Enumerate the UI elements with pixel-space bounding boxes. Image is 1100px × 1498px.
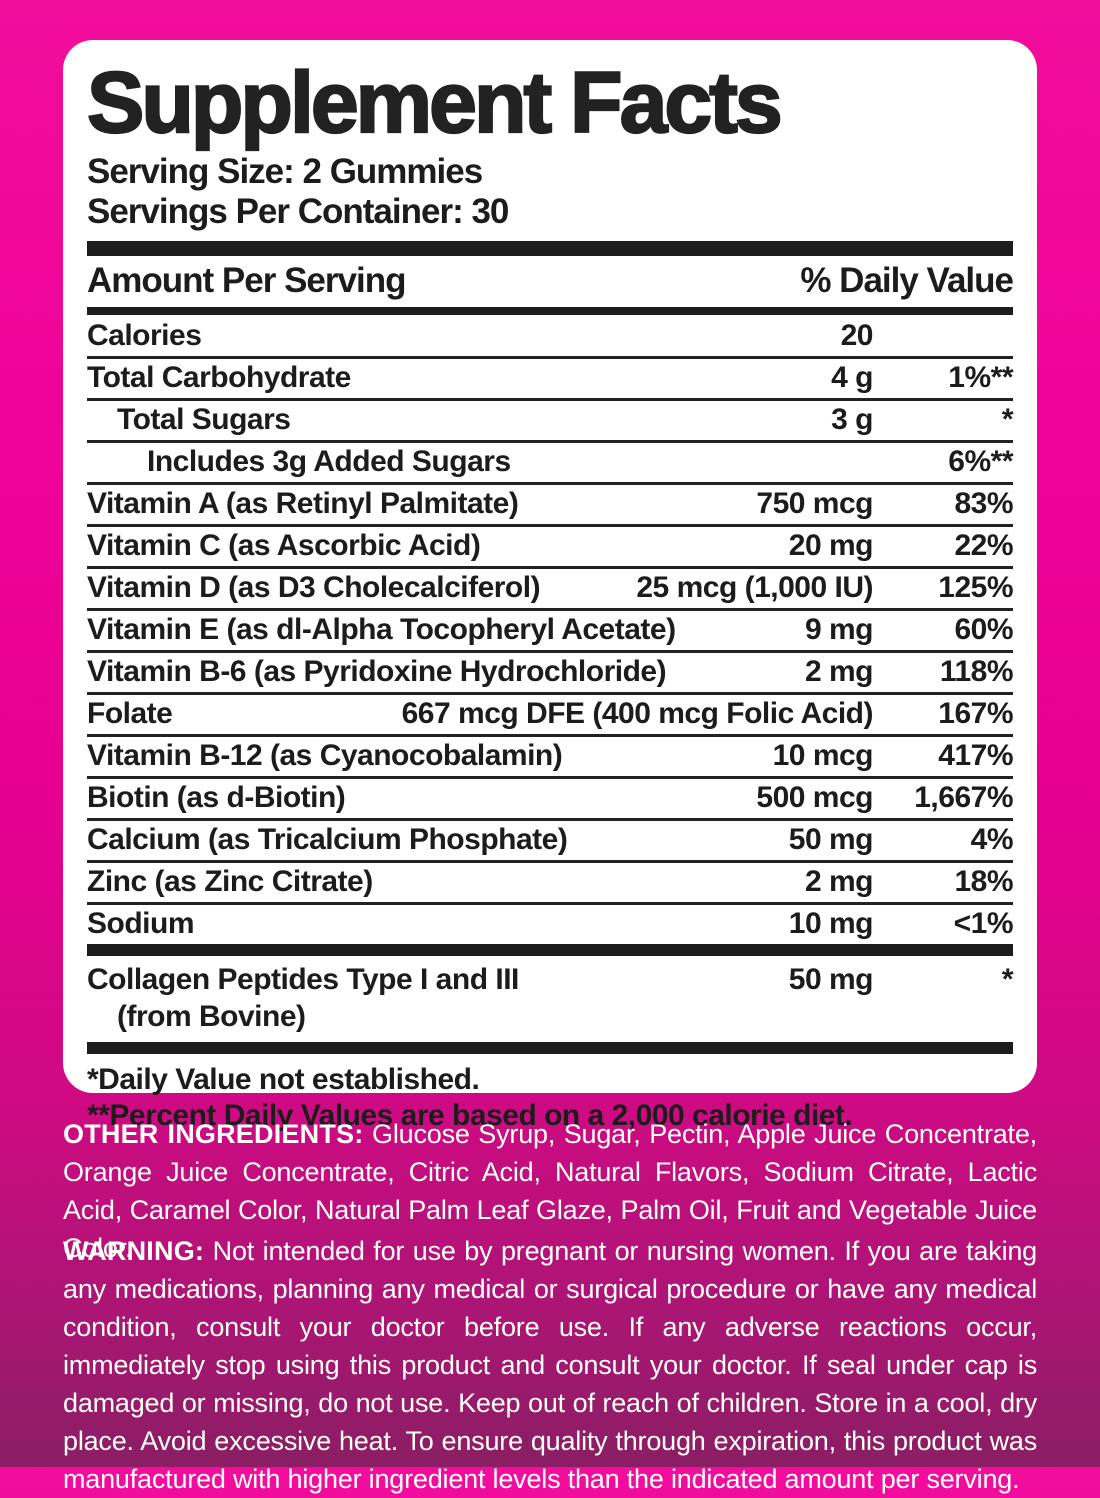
warning-paragraph: WARNING: Not intended for use by pregnan…	[63, 1232, 1037, 1498]
supplement-facts-title: Supplement Facts	[86, 55, 784, 151]
table-row: Vitamin D (as D3 Cholecalciferol) 25 mcg…	[87, 566, 1014, 608]
nutrient-name: Vitamin B-12 (as Cyanocobalamin)	[87, 739, 563, 772]
footnote: **Percent Daily Values are based on a 2,…	[87, 1099, 853, 1132]
nutrient-name: Calories	[87, 319, 202, 352]
table-row: Folate 667 mcg DFE (400 mcg Folic Acid) …	[87, 692, 1014, 734]
amount-per-serving-label: Amount Per Serving	[87, 261, 406, 300]
other-ingredients-paragraph: OTHER INGREDIENTS: Glucose Syrup, Sugar,…	[63, 1115, 1037, 1267]
footnote: *Daily Value not established.	[87, 1063, 480, 1096]
nutrient-amount: 2 mg	[804, 655, 874, 688]
label-background: Supplement Facts Serving Size: 2 Gummies…	[63, 40, 1037, 1267]
nutrient-amount: 500 mcg	[756, 781, 873, 814]
nutrient-table: Calories 20 Total Carbohydrate 4 g 1%** …	[87, 315, 1014, 944]
nutrient-amount: 667 mcg DFE (400 mcg Folic Acid)	[401, 697, 874, 730]
nutrient-amount: 10 mg	[788, 907, 874, 940]
nutrient-name: Includes 3g Added Sugars	[147, 445, 511, 478]
table-row: Biotin (as d-Biotin) 500 mcg 1,667%	[87, 776, 1014, 818]
nutrient-amount: 9 mg	[804, 613, 874, 646]
nutrient-daily-value: 1,667%	[914, 781, 1013, 814]
nutrient-daily-value: *	[1001, 403, 1014, 436]
nutrient-daily-value: 18%	[954, 865, 1013, 898]
nutrient-daily-value: 60%	[954, 613, 1013, 646]
divider-medium	[87, 307, 1013, 315]
nutrient-amount: 20 mg	[788, 529, 874, 562]
nutrient-name: Zinc (as Zinc Citrate)	[87, 865, 373, 898]
nutrient-daily-value: 417%	[938, 739, 1013, 772]
nutrient-daily-value: 83%	[954, 487, 1013, 520]
nutrient-name: Vitamin E (as dl-Alpha Tocopheryl Acetat…	[87, 613, 676, 646]
table-row: Total Sugars 3 g *	[87, 398, 1014, 440]
warning-text: Not intended for use by pregnant or nurs…	[63, 1236, 1037, 1494]
nutrient-name: Vitamin D (as D3 Cholecalciferol)	[87, 571, 541, 604]
footnotes: *Daily Value not established. **Percent …	[87, 1054, 1013, 1134]
table-row: Vitamin B-6 (as Pyridoxine Hydrochloride…	[87, 650, 1014, 692]
nutrient-daily-value: <1%	[953, 907, 1014, 940]
nutrient-name: Biotin (as d-Biotin)	[87, 781, 346, 814]
nutrient-daily-value: 125%	[938, 571, 1013, 604]
supplement-facts-panel: Supplement Facts Serving Size: 2 Gummies…	[63, 40, 1037, 1132]
table-row: Calories 20	[87, 315, 1013, 356]
nutrient-amount: 2 mg	[804, 865, 874, 898]
nutrient-amount: 750 mcg	[756, 487, 873, 520]
divider-thick-collagen-bottom	[87, 1042, 1013, 1054]
other-ingredients-text: Glucose Syrup, Sugar, Pectin, Apple Juic…	[63, 1119, 1037, 1263]
table-row: Vitamin E (as dl-Alpha Tocopheryl Acetat…	[87, 608, 1014, 650]
nutrient-daily-value: 167%	[938, 697, 1013, 730]
divider-thick-top	[87, 241, 1013, 256]
nutrient-daily-value: 118%	[939, 655, 1014, 688]
nutrient-name: Vitamin A (as Retinyl Palmitate)	[87, 487, 519, 520]
table-row: Includes 3g Added Sugars 6%**	[87, 440, 1014, 482]
table-row: Total Carbohydrate 4 g 1%**	[87, 356, 1014, 398]
table-row: Vitamin A (as Retinyl Palmitate) 750 mcg…	[87, 482, 1014, 524]
nutrient-name: Vitamin C (as Ascorbic Acid)	[87, 529, 481, 562]
divider-thick-collagen-top	[87, 944, 1013, 956]
nutrient-amount: 25 mcg (1,000 IU)	[636, 571, 873, 604]
nutrient-name: Collagen Peptides Type I and III (from B…	[87, 961, 789, 1035]
daily-value-label: % Daily Value	[800, 261, 1014, 300]
nutrient-daily-value: 4%	[970, 823, 1014, 856]
servings-per-container: Servings Per Container: 30	[87, 192, 509, 231]
table-row: Sodium 10 mg <1%	[87, 902, 1014, 944]
table-row: Zinc (as Zinc Citrate) 2 mg 18%	[87, 860, 1014, 902]
nutrient-name: Vitamin B-6 (as Pyridoxine Hydrochloride…	[87, 655, 667, 688]
other-ingredients-label: OTHER INGREDIENTS:	[63, 1119, 364, 1149]
nutrient-amount: 20	[840, 319, 874, 352]
nutrient-name: Calcium (as Tricalcium Phosphate)	[87, 823, 568, 856]
nutrient-daily-value: 22%	[954, 529, 1013, 562]
nutrient-daily-value: *	[1001, 963, 1014, 996]
nutrient-name: Total Carbohydrate	[87, 361, 351, 394]
table-row: Calcium (as Tricalcium Phosphate) 50 mg …	[87, 818, 1014, 860]
nutrient-daily-value: 6%**	[948, 445, 1013, 478]
table-row-collagen: Collagen Peptides Type I and III (from B…	[87, 956, 1014, 1042]
nutrient-amount: 50 mg	[788, 963, 874, 996]
table-header-row: Amount Per Serving % Daily Value	[87, 256, 1014, 307]
nutrient-name: Total Sugars	[117, 403, 291, 436]
warning-label: WARNING:	[63, 1236, 205, 1266]
nutrient-name: Folate	[87, 697, 173, 730]
collagen-name-line2: (from Bovine)	[117, 1000, 306, 1033]
collagen-name-line1: Collagen Peptides Type I and III	[87, 963, 519, 996]
table-row: Vitamin B-12 (as Cyanocobalamin) 10 mcg …	[87, 734, 1014, 776]
nutrient-amount: 50 mg	[788, 823, 874, 856]
nutrient-daily-value: 1%**	[948, 361, 1013, 394]
nutrient-amount: 4 g	[831, 361, 873, 394]
serving-size: Serving Size: 2 Gummies	[87, 152, 483, 191]
nutrient-amount: 10 mcg	[772, 739, 874, 772]
table-row: Vitamin C (as Ascorbic Acid) 20 mg 22%	[87, 524, 1014, 566]
nutrient-name: Sodium	[87, 907, 194, 940]
nutrient-amount: 3 g	[831, 403, 873, 436]
